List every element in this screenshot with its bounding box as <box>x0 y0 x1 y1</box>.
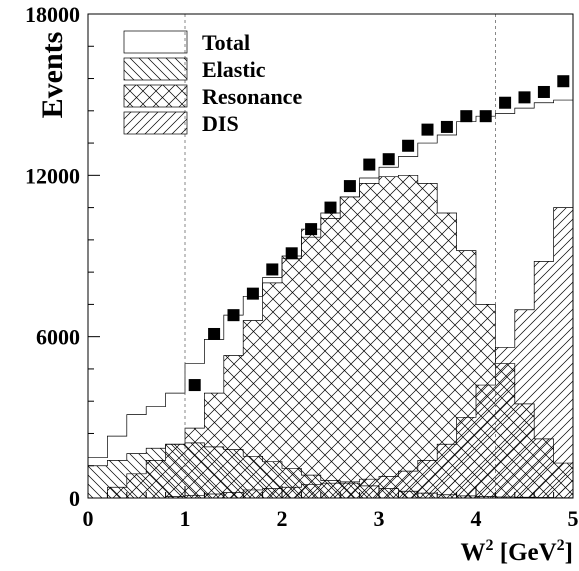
data-point <box>324 201 337 214</box>
data-point <box>305 223 318 236</box>
data-point <box>479 110 492 123</box>
x-tick-label: 1 <box>180 506 191 531</box>
y-axis-label: Events <box>36 32 69 119</box>
y-tick-label: 6000 <box>36 325 80 350</box>
data-point <box>557 75 570 88</box>
data-point <box>440 120 453 133</box>
axis-ticks: 0 1 2 3 4 5 0 6000 12000 18000 <box>25 2 579 531</box>
data-point <box>382 153 395 166</box>
x-axis-label-unit-sup: 2 <box>557 537 565 554</box>
x-axis-label-unit-close: ] <box>565 539 573 566</box>
data-points-layer <box>188 75 570 392</box>
legend-swatch-dis <box>123 111 188 135</box>
plot-frame <box>87 13 574 499</box>
data-point <box>227 309 240 322</box>
x-axis-label-unit: [GeV <box>494 539 557 566</box>
data-point <box>285 247 298 260</box>
legend-swatch-elastic <box>123 57 188 81</box>
data-point <box>363 158 376 171</box>
x-tick-label: 3 <box>374 506 385 531</box>
data-point <box>518 91 531 104</box>
data-point <box>499 96 512 109</box>
x-tick-label: 4 <box>471 506 482 531</box>
x-tick-label: 5 <box>568 506 579 531</box>
y-tick-label: 18000 <box>25 2 80 27</box>
y-tick-label: 12000 <box>25 163 80 188</box>
data-point <box>188 379 201 392</box>
histogram-layer <box>87 99 574 499</box>
data-point <box>402 139 415 152</box>
legend-label-resonance: Resonance <box>202 84 302 109</box>
legend-swatch-resonance <box>123 84 188 108</box>
x-axis-label-var-sup: 2 <box>486 537 494 554</box>
data-point <box>460 110 473 123</box>
legend-label-dis: DIS <box>202 111 239 136</box>
data-point <box>343 180 356 193</box>
legend-swatch-total <box>123 30 188 54</box>
legend-label-elastic: Elastic <box>202 57 266 82</box>
x-axis-label-var: W <box>461 539 486 566</box>
data-point <box>537 85 550 98</box>
data-point <box>208 327 221 340</box>
y-tick-label: 0 <box>69 486 80 511</box>
x-tick-label: 2 <box>277 506 288 531</box>
data-point <box>246 287 259 300</box>
legend-label-total: Total <box>202 30 250 55</box>
x-axis-label: W2 [GeV2] <box>461 537 574 566</box>
data-point <box>421 123 434 136</box>
x-tick-label: 0 <box>83 506 94 531</box>
data-point <box>266 263 279 276</box>
